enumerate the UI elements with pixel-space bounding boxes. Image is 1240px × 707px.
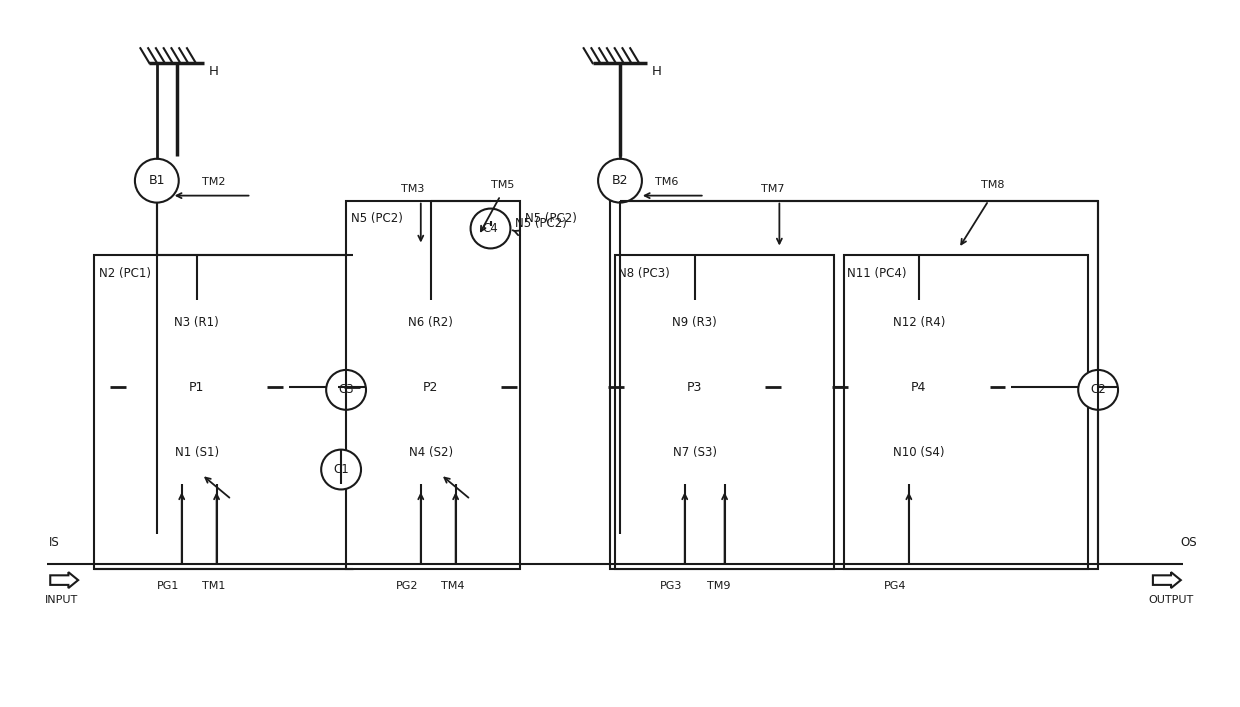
Text: P2: P2 (423, 381, 439, 394)
Text: N5 (PC2): N5 (PC2) (526, 212, 578, 225)
Text: N11 (PC4): N11 (PC4) (847, 267, 906, 280)
Bar (378, 300, 484, 345)
Text: TM4: TM4 (440, 581, 464, 591)
Bar (866, 430, 972, 474)
Text: N1 (S1): N1 (S1) (175, 445, 218, 459)
Bar (610, 201, 1099, 569)
Text: P3: P3 (687, 381, 702, 394)
Bar (615, 255, 835, 569)
Text: H: H (652, 64, 662, 78)
Bar (131, 291, 262, 484)
Bar (642, 353, 748, 422)
Text: IS: IS (50, 536, 60, 549)
Text: TM2: TM2 (202, 177, 226, 187)
Circle shape (598, 159, 642, 203)
Bar (866, 353, 972, 422)
Text: OS: OS (1180, 536, 1198, 549)
Text: N10 (S4): N10 (S4) (893, 445, 945, 459)
Bar (844, 255, 1089, 569)
Text: TM7: TM7 (761, 184, 785, 194)
Text: N12 (R4): N12 (R4) (893, 316, 945, 329)
Text: C3: C3 (339, 383, 353, 397)
Polygon shape (1153, 572, 1180, 588)
Polygon shape (51, 572, 78, 588)
Text: PG4: PG4 (884, 581, 906, 591)
Text: C1: C1 (334, 463, 348, 476)
Text: H: H (208, 64, 218, 78)
Bar (630, 291, 759, 484)
Bar (866, 300, 972, 345)
Text: N5 (PC2): N5 (PC2) (351, 212, 403, 225)
Bar (144, 353, 249, 422)
Text: N6 (R2): N6 (R2) (408, 316, 453, 329)
Bar (144, 430, 249, 474)
Text: N8 (PC3): N8 (PC3) (618, 267, 670, 280)
Bar (94, 255, 353, 569)
Bar (983, 378, 990, 397)
Text: TM3: TM3 (401, 184, 424, 194)
Bar (496, 378, 501, 397)
Text: B1: B1 (149, 174, 165, 187)
Bar (759, 378, 765, 397)
Text: INPUT: INPUT (46, 595, 78, 605)
Text: N4 (S2): N4 (S2) (409, 445, 453, 459)
Bar (378, 353, 484, 422)
Text: PG2: PG2 (396, 581, 418, 591)
Bar (854, 291, 983, 484)
Bar (624, 378, 630, 397)
Bar (378, 430, 484, 474)
Text: N7 (S3): N7 (S3) (673, 445, 717, 459)
Circle shape (321, 450, 361, 489)
Bar (144, 300, 249, 345)
Circle shape (326, 370, 366, 410)
Bar (360, 378, 366, 397)
Text: N9 (R3): N9 (R3) (672, 316, 717, 329)
Text: TM9: TM9 (707, 581, 730, 591)
Text: B2: B2 (611, 174, 629, 187)
Circle shape (471, 209, 511, 248)
Bar (346, 201, 521, 569)
Text: P4: P4 (911, 381, 926, 394)
Text: N5 (PC2): N5 (PC2) (516, 217, 567, 230)
Circle shape (135, 159, 179, 203)
Text: PG3: PG3 (660, 581, 682, 591)
Text: C2: C2 (1090, 383, 1106, 397)
Bar (366, 291, 496, 484)
Bar (642, 300, 748, 345)
Text: C4: C4 (482, 222, 498, 235)
Circle shape (1079, 370, 1118, 410)
Text: N3 (R1): N3 (R1) (175, 316, 219, 329)
Text: TM5: TM5 (491, 180, 513, 189)
Text: OUTPUT: OUTPUT (1148, 595, 1193, 605)
Bar (642, 430, 748, 474)
Text: PG1: PG1 (156, 581, 180, 591)
Bar (126, 378, 131, 397)
Bar (848, 378, 854, 397)
Text: TM6: TM6 (655, 177, 678, 187)
Text: TM1: TM1 (202, 581, 224, 591)
Text: TM8: TM8 (981, 180, 1004, 189)
Bar (262, 378, 268, 397)
Text: P1: P1 (188, 381, 205, 394)
Text: N2 (PC1): N2 (PC1) (99, 267, 151, 280)
